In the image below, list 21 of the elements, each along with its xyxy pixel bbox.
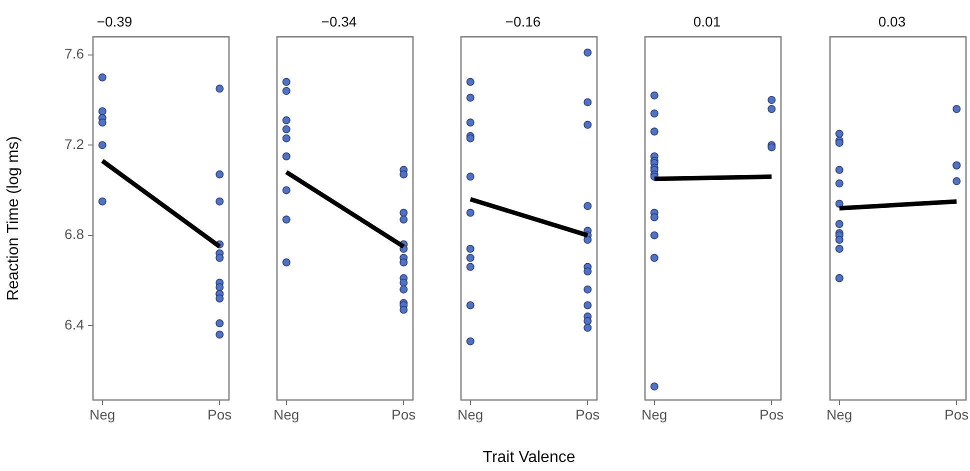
chart-title: −0.39 [96, 13, 132, 30]
chart-title: −0.34 [321, 13, 357, 30]
x-tick-label: Neg [90, 406, 116, 422]
y-tick-label: 7.6 [64, 46, 84, 62]
y-axis-title: Reaction Time (log ms) [5, 136, 22, 301]
chart-title: 0.03 [878, 13, 906, 30]
x-tick-label: Pos [392, 406, 416, 422]
y-tick-label: 6.8 [64, 226, 84, 242]
x-tick-label: Neg [274, 406, 300, 422]
chart-title: 0.01 [693, 13, 721, 30]
x-tick-label: Neg [642, 406, 668, 422]
x-tick-label: Pos [208, 406, 232, 422]
y-tick-label: 6.4 [64, 316, 84, 332]
x-tick-label: Pos [944, 406, 969, 422]
chart-title: −0.16 [505, 13, 541, 30]
x-axis-title: Trait Valence [482, 448, 576, 466]
x-tick-label: Pos [576, 406, 600, 422]
x-tick-label: Neg [458, 406, 484, 422]
y-tick-label: 7.2 [64, 136, 84, 152]
x-tick-label: Pos [760, 406, 784, 422]
x-tick-label: Neg [826, 406, 852, 422]
